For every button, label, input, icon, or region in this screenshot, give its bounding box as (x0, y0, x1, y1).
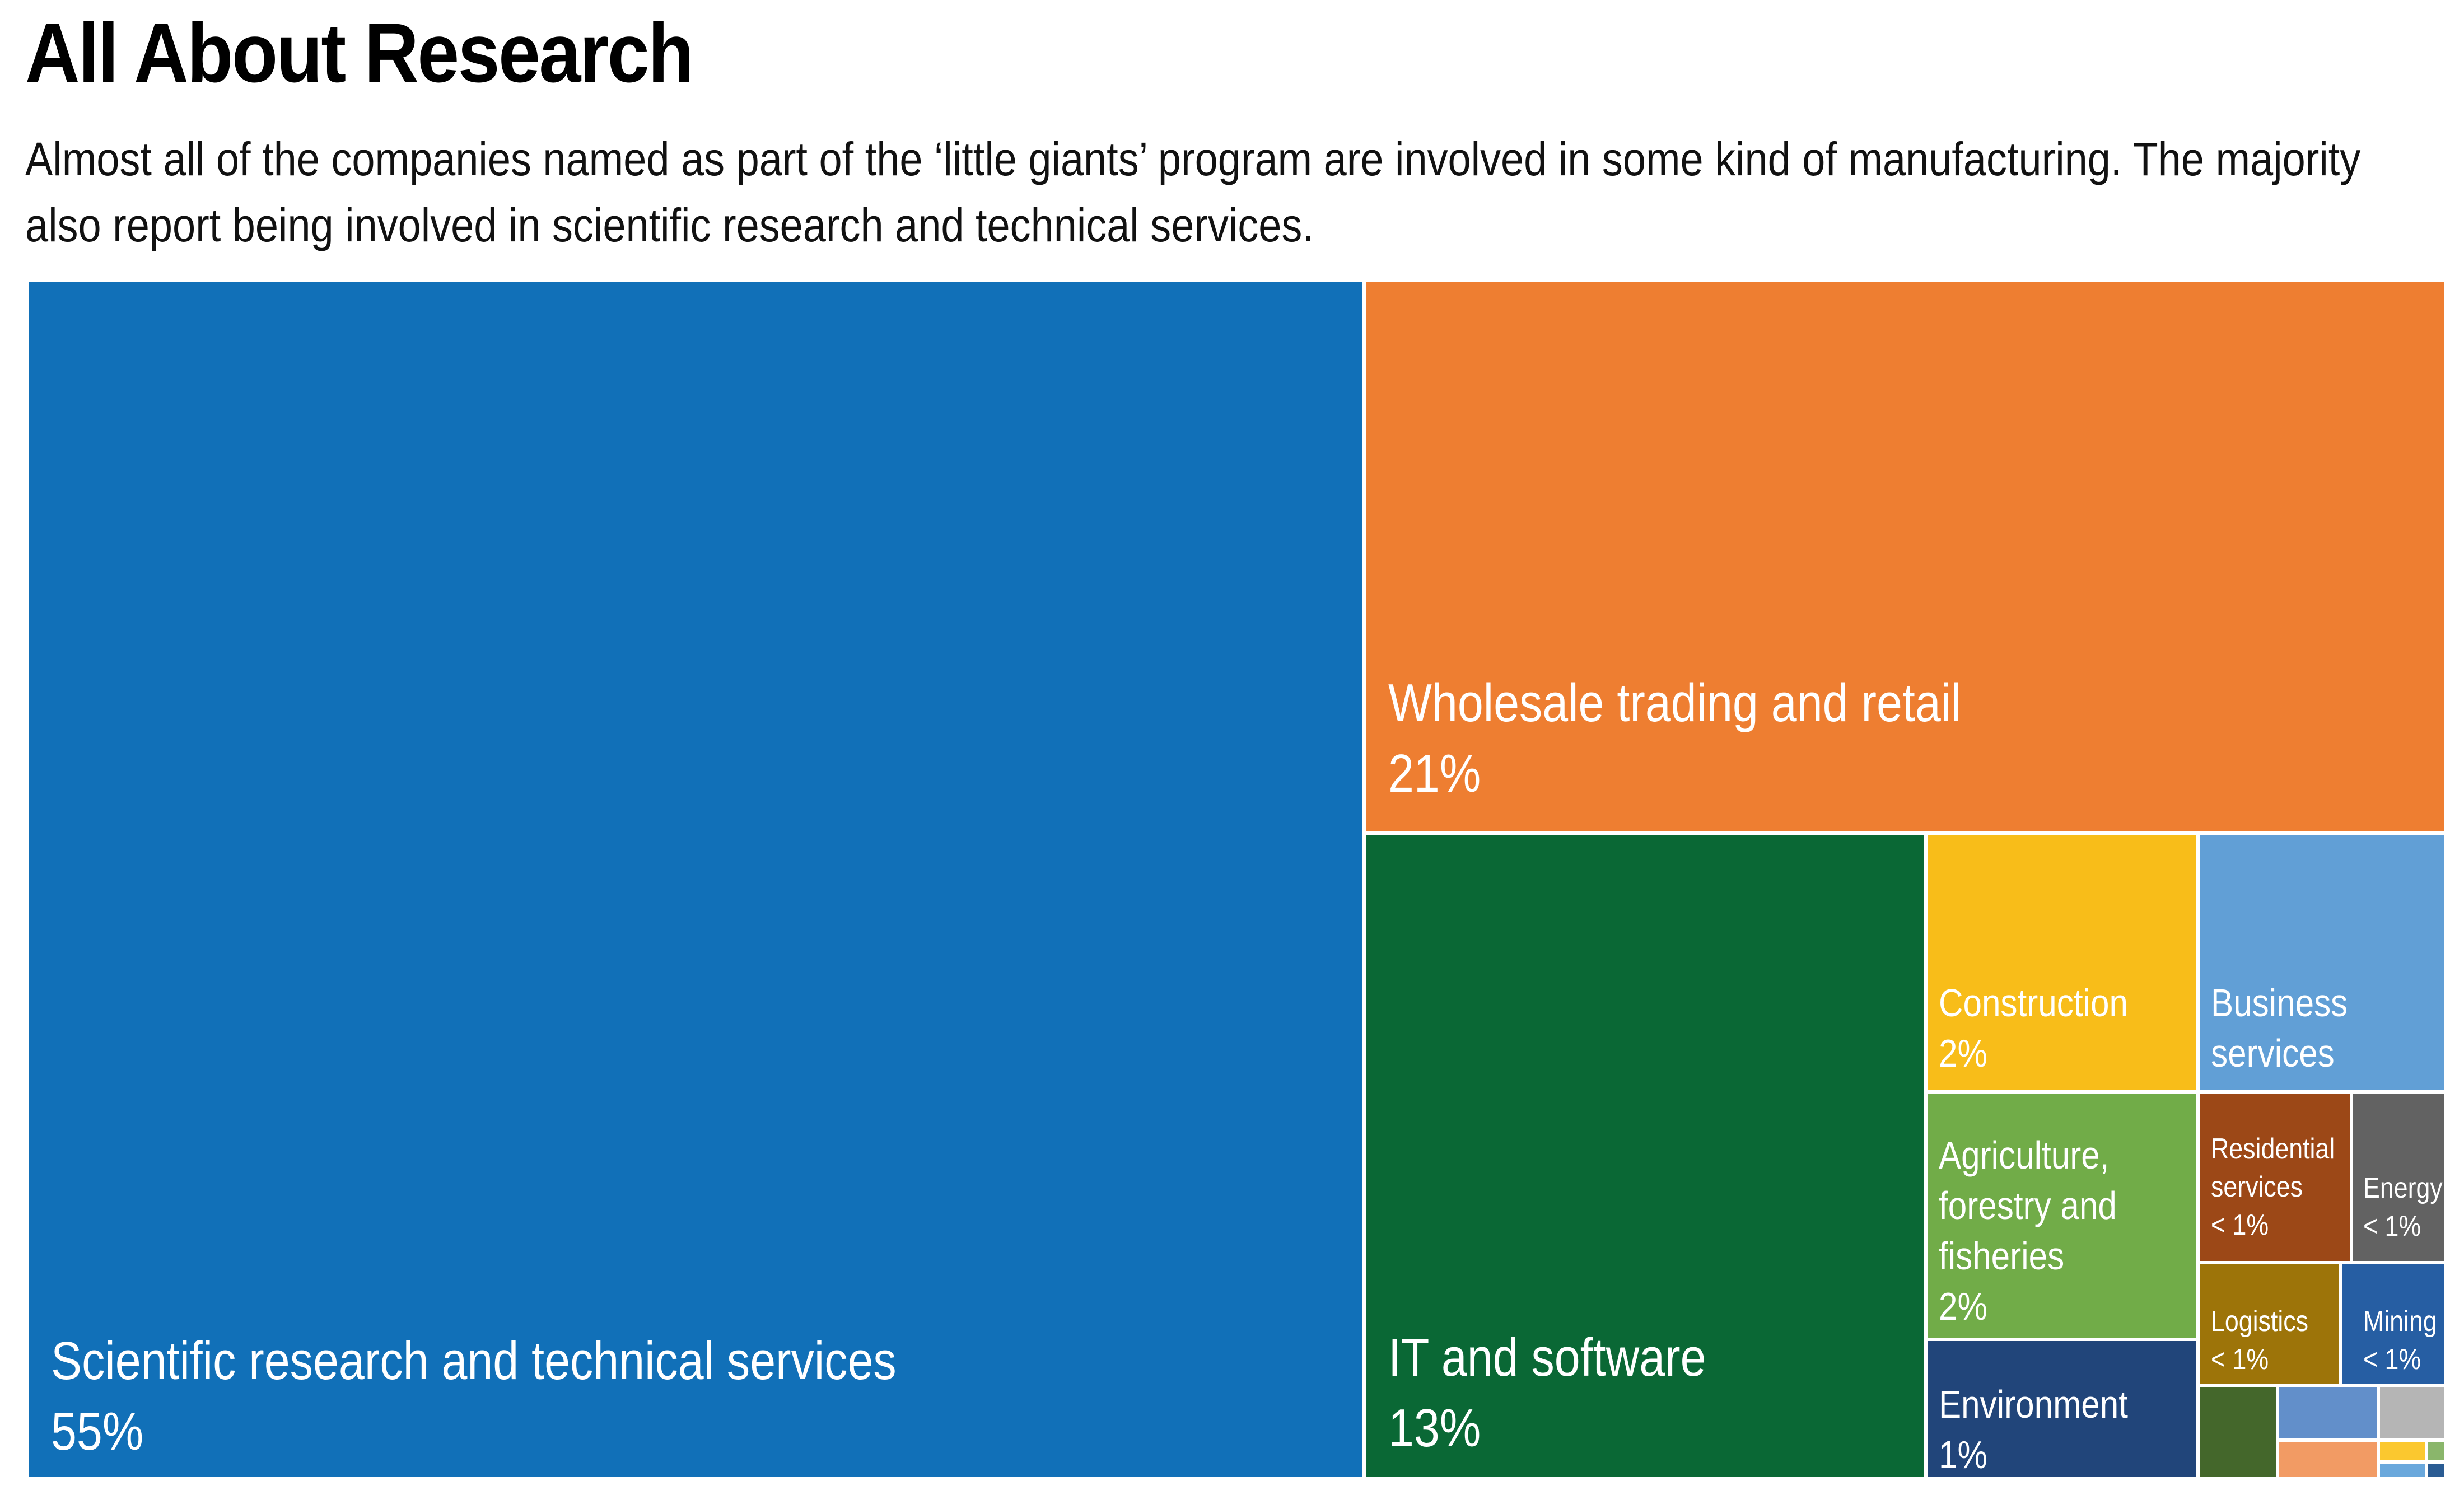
tile-category-name: Mining (2363, 1305, 2437, 1338)
tile-label: Business services 2% (2211, 978, 2412, 1090)
tile-category-name: Logistics (2211, 1305, 2308, 1338)
treemap: Scientific research and technical servic… (27, 280, 2446, 1478)
tile-label: Agriculture, forestry and fisheries 2% (1939, 1130, 2117, 1332)
chart-title: All About Research (25, 6, 694, 100)
tile-label: Logistics < 1% (2211, 1302, 2308, 1379)
treemap-tile-minor-category-17 (2378, 1462, 2426, 1478)
tile-label: Energy < 1% (2363, 1169, 2443, 1245)
tile-value-label: < 1% (2363, 1210, 2421, 1242)
treemap-tile-logistics: Logistics < 1% (2198, 1263, 2340, 1385)
treemap-tile-minor-category-16 (2426, 1440, 2446, 1462)
tile-label: Environment 1% (1939, 1379, 2128, 1477)
tile-value-label: 55% (51, 1401, 144, 1461)
tile-category-name: Construction (1939, 981, 2128, 1025)
treemap-tile-minor-category-12 (2278, 1385, 2378, 1440)
tile-category-name: Energy (2363, 1172, 2443, 1204)
treemap-tile-it-and-software: IT and software 13% (1364, 833, 1926, 1478)
treemap-tile-scientific-research-and-technical-services: Scientific research and technical servic… (27, 280, 1364, 1478)
tile-label: Residential services < 1% (2211, 1130, 2335, 1244)
tile-category-name: Agriculture, forestry and fisheries (1939, 1133, 2117, 1278)
tile-category-name: Environment (1939, 1382, 2128, 1426)
tile-category-name: Scientific research and technical servic… (51, 1331, 897, 1391)
tile-value-label: < 1% (2363, 1343, 2421, 1376)
tile-category-name: Business services (2211, 981, 2348, 1075)
treemap-tile-minor-category-11 (2198, 1385, 2278, 1478)
tile-value-label: 21% (1388, 744, 1481, 803)
treemap-tile-business-services: Business services 2% (2198, 833, 2446, 1092)
tile-label: Wholesale trading and retail 21% (1388, 668, 1961, 809)
tile-value-label: 2% (2211, 1078, 2412, 1090)
treemap-tile-energy: Energy < 1% (2351, 1092, 2446, 1263)
treemap-tile-minor-category-15 (2378, 1440, 2426, 1462)
tile-value-label: 2% (1939, 1284, 1988, 1328)
tile-label: IT and software 13% (1388, 1323, 1706, 1464)
tile-value-label: < 1% (2211, 1343, 2269, 1376)
tile-value-label: < 1% (2211, 1209, 2269, 1241)
treemap-tile-environment: Environment 1% (1926, 1339, 2198, 1478)
treemap-tile-agriculture-forestry-and-fisheries: Agriculture, forestry and fisheries 2% (1926, 1092, 2198, 1339)
tile-label: Construction 2% (1939, 978, 2128, 1078)
tile-value-label: 1% (1939, 1433, 1988, 1477)
treemap-tile-minor-category-13 (2378, 1385, 2446, 1440)
treemap-tile-wholesale-trading-and-retail: Wholesale trading and retail 21% (1364, 280, 2446, 833)
treemap-tile-minor-category-14 (2278, 1440, 2378, 1478)
tile-value-label: 2% (1939, 1031, 1988, 1075)
treemap-tile-construction: Construction 2% (1926, 833, 2198, 1092)
treemap-tile-mining: Mining < 1% (2340, 1263, 2446, 1385)
tile-category-name: Wholesale trading and retail (1388, 673, 1962, 733)
treemap-tile-minor-category-18 (2426, 1462, 2446, 1478)
tile-category-name: IT and software (1388, 1328, 1706, 1387)
chart-subtitle: Almost all of the companies named as par… (25, 133, 2361, 251)
tile-value-label: 13% (1388, 1398, 1481, 1458)
tile-category-name: Residential services (2211, 1133, 2335, 1203)
tile-label: Scientific research and technical servic… (51, 1326, 897, 1467)
tile-label: Mining < 1% (2363, 1302, 2437, 1379)
treemap-tile-residential-services: Residential services < 1% (2198, 1092, 2351, 1263)
